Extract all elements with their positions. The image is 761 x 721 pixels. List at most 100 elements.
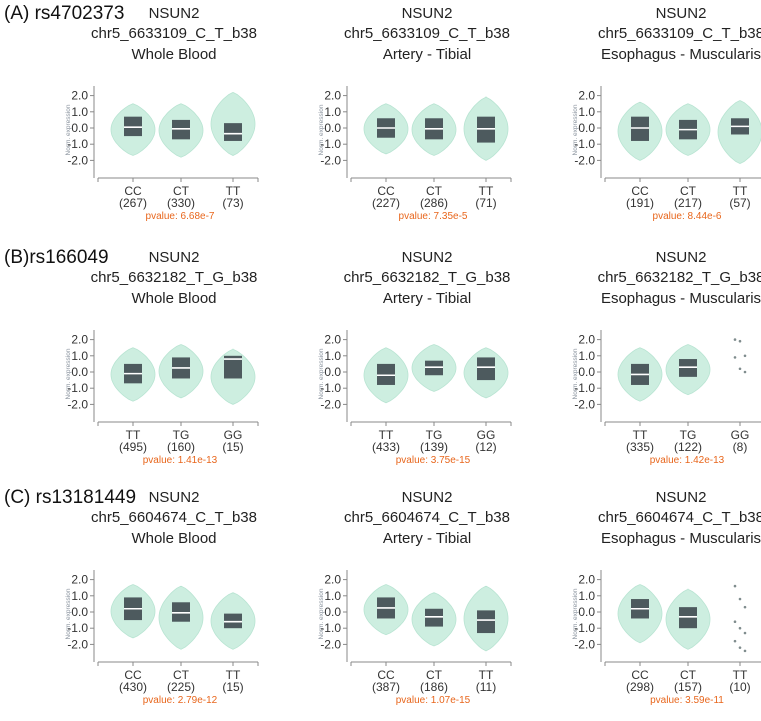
genotype-label: GG: [731, 428, 750, 442]
box-GG: [224, 355, 242, 379]
genotype-label: TG: [426, 428, 443, 442]
sample-count: (71): [475, 196, 496, 210]
y-tick-label: -2.0: [574, 153, 595, 167]
variant-title: chr5_6632182_T_G_b38: [91, 269, 258, 286]
panel-1-1: NSUN2 chr5_6632182_T_G_b38 Artery - Tibial…: [318, 249, 512, 466]
pvalue-label: pvalue: 8.44e-6: [653, 211, 722, 222]
genotype-label: TT: [226, 184, 241, 198]
sample-count: (10): [729, 680, 750, 694]
sample-count: (186): [420, 680, 448, 694]
pvalue-label: pvalue: 7.35e-5: [399, 211, 468, 222]
box-TT: [224, 613, 242, 629]
variant-title: chr5_6632182_T_G_b38: [598, 269, 761, 286]
pvalue-label: pvalue: 3.59e-11: [650, 695, 724, 706]
panel-0-0: (A) rs4702373 NSUN2 chr5_6633109_C_T_b38 Wh…: [4, 3, 259, 222]
sample-count: (191): [626, 196, 654, 210]
data-point: [738, 367, 742, 371]
pvalue-label: pvalue: 1.41e-13: [143, 455, 218, 466]
genotype-label: TT: [633, 428, 648, 442]
genotype-label: TT: [226, 668, 241, 682]
y-tick-label: 0.0: [578, 605, 595, 619]
y-tick-label: 1.0: [324, 349, 341, 363]
sample-count: (225): [167, 680, 195, 694]
genotype-label: CC: [631, 668, 649, 682]
box-TT: [377, 363, 395, 385]
y-tick-label: -1.0: [67, 381, 88, 395]
panel-label: (B)rs166049: [4, 247, 109, 268]
panel-label: (A) rs4702373: [4, 3, 124, 24]
gene-title: NSUN2: [656, 5, 707, 22]
sample-count: (11): [476, 680, 496, 694]
tissue-title: Artery - Tibial: [383, 530, 471, 547]
genotype-label: CT: [680, 668, 697, 682]
genotype-label: CC: [124, 184, 142, 198]
genotype-label: GG: [224, 428, 243, 442]
box-TT: [477, 610, 495, 634]
genotype-label: TT: [479, 668, 494, 682]
data-point: [738, 646, 742, 649]
panel-0-1: NSUN2 chr5_6633109_C_T_b38 Artery - Tibial…: [318, 5, 512, 222]
box-CT: [425, 608, 443, 627]
sample-count: (267): [119, 196, 147, 210]
sample-count: (387): [372, 680, 400, 694]
sample-count: (430): [119, 680, 147, 694]
y-tick-label: 1.0: [578, 105, 595, 119]
data-point: [743, 354, 747, 358]
data-point: [743, 370, 747, 374]
gene-title: NSUN2: [656, 249, 707, 266]
panel-label: (C) rs13181449: [4, 487, 136, 508]
sample-count: (227): [372, 196, 400, 210]
y-tick-label: -2.0: [67, 153, 88, 167]
data-point: [738, 339, 742, 343]
sample-count: (286): [420, 196, 448, 210]
pvalue-label: pvalue: 1.07e-15: [396, 695, 471, 706]
data-point: [743, 649, 747, 653]
y-tick-label: 2.0: [578, 573, 595, 587]
box-TT: [224, 123, 242, 141]
y-tick-label: 2.0: [578, 333, 595, 347]
pvalue-label: pvalue: 1.42e-13: [650, 455, 725, 466]
genotype-label: TT: [733, 184, 748, 198]
y-tick-label: -1.0: [320, 621, 341, 635]
sample-count: (122): [674, 440, 702, 454]
box-CC: [631, 116, 649, 141]
y-tick-label: -1.0: [67, 621, 88, 635]
y-tick-label: 0.0: [71, 605, 88, 619]
y-tick-label: 1.0: [71, 349, 88, 363]
genotype-label: CC: [377, 184, 395, 198]
y-axis-label: Norm. expression: [65, 588, 72, 639]
sample-count: (15): [222, 440, 243, 454]
genotype-label: GG: [477, 428, 496, 442]
data-point: [743, 631, 747, 635]
y-tick-label: -1.0: [320, 137, 341, 151]
y-tick-label: 0.0: [324, 605, 341, 619]
variant-title: chr5_6633109_C_T_b38: [344, 25, 510, 42]
y-tick-label: 1.0: [324, 589, 341, 603]
y-tick-label: -2.0: [67, 637, 88, 651]
y-tick-label: -2.0: [574, 397, 595, 411]
y-tick-label: 2.0: [324, 333, 341, 347]
data-point: [733, 338, 737, 341]
gene-title: NSUN2: [402, 5, 453, 22]
sample-count: (335): [626, 440, 654, 454]
y-axis-label: Norm. expression: [572, 348, 579, 399]
y-tick-label: 1.0: [578, 589, 595, 603]
sample-count: (495): [119, 440, 147, 454]
variant-title: chr5_6604674_C_T_b38: [91, 509, 257, 526]
gene-title: NSUN2: [149, 249, 200, 266]
pvalue-label: pvalue: 3.75e-15: [396, 455, 471, 466]
tissue-title: Artery - Tibial: [383, 46, 471, 63]
sample-count: (8): [733, 440, 748, 454]
y-tick-label: -1.0: [320, 381, 341, 395]
box-GG: [477, 357, 495, 381]
genotype-label: CT: [426, 184, 443, 198]
variant-title: chr5_6604674_C_T_b38: [344, 509, 510, 526]
y-tick-label: 2.0: [71, 333, 88, 347]
y-axis-label: Norm. expression: [572, 104, 579, 155]
y-tick-label: 0.0: [578, 121, 595, 135]
panel-2-1: NSUN2 chr5_6604674_C_T_b38 Artery - Tibial…: [318, 489, 512, 706]
sample-count: (157): [674, 680, 702, 694]
data-point: [743, 605, 747, 609]
y-axis-label: Norm. expression: [65, 348, 72, 399]
